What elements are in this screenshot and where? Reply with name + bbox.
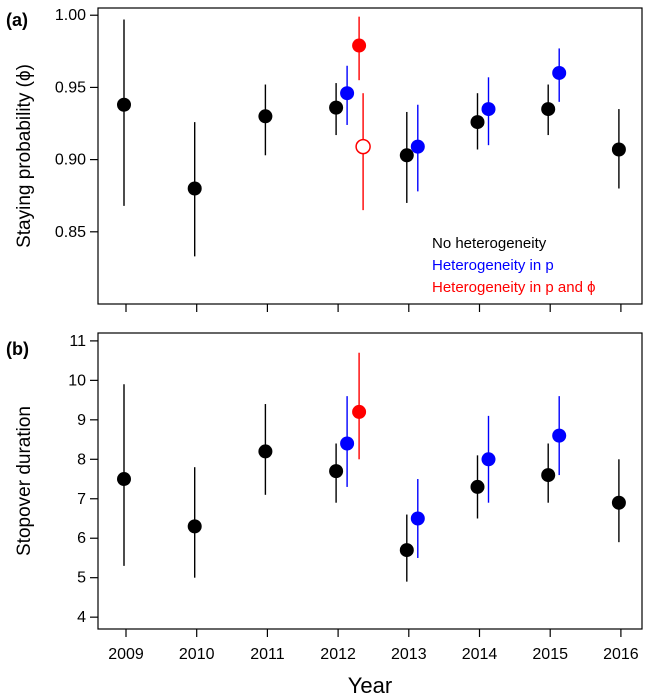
legend-entry-heterogeneity-p: Heterogeneity in p xyxy=(432,257,554,274)
panel-a-point xyxy=(117,97,131,112)
legend: No heterogeneity Heterogeneity in p Hete… xyxy=(432,235,596,296)
x-tick-label: 2014 xyxy=(462,646,498,663)
x-tick-label: 2015 xyxy=(532,646,568,663)
panel-b-y-tick-label: 7 xyxy=(77,491,86,508)
panel-a-points xyxy=(117,16,626,257)
panel-a-x-axis xyxy=(125,304,622,312)
panel-b-y-axis-label: Stopover duration xyxy=(14,406,35,556)
panel-b-label: (b) xyxy=(6,339,29,359)
panel-b-y-tick-label: 9 xyxy=(77,412,86,429)
panel-a-point xyxy=(399,148,414,163)
panel-b-plot-box xyxy=(97,332,643,630)
panel-a-point xyxy=(340,86,355,101)
panel-b-point xyxy=(410,511,425,526)
panel-b-points xyxy=(117,352,626,582)
x-tick-label: 2012 xyxy=(320,646,356,663)
panel-a-label: (a) xyxy=(6,10,28,30)
panel-a-point xyxy=(352,38,367,53)
panel-b-point xyxy=(117,472,131,487)
panel-b-point xyxy=(541,468,556,483)
panel-a-point xyxy=(470,115,485,130)
panel-a-point xyxy=(187,181,202,196)
panel-a: (a) Staying probability (ϕ) 0.85 0.90 0.95… xyxy=(6,7,643,312)
panel-a-point xyxy=(258,109,273,124)
panel-b-point xyxy=(481,452,496,467)
panel-b-point xyxy=(470,479,485,494)
panel-b-y-tick-label: 5 xyxy=(77,570,86,587)
panel-b-point xyxy=(552,428,567,443)
panel-b-y-axis: 4 5 6 7 8 9 10 11 xyxy=(68,333,98,626)
panel-b-y-tick-label: 8 xyxy=(77,451,86,468)
legend-entry-heterogeneity-p-phi: Heterogeneity in p and ϕ xyxy=(432,279,596,296)
panel-b-y-tick-label: 6 xyxy=(77,530,86,547)
x-tick-label: 2011 xyxy=(250,646,285,663)
panel-b-point xyxy=(340,436,355,451)
panel-a-y-tick-label: 0.85 xyxy=(55,224,86,241)
panel-b-y-tick-label: 4 xyxy=(77,609,86,626)
panel-a-y-axis: 0.85 0.90 0.95 1.00 xyxy=(55,7,98,241)
panel-b-point xyxy=(258,444,273,459)
panel-a-y-tick-label: 0.95 xyxy=(55,79,86,96)
panel-b-point xyxy=(399,543,414,558)
panel-a-point xyxy=(329,100,344,115)
panel-a-point xyxy=(552,65,567,80)
panel-a-plot-box xyxy=(97,7,643,305)
panel-a-point xyxy=(611,142,626,157)
panel-b-point xyxy=(187,519,202,534)
panel-a-y-axis-label: Staying probability (ϕ) xyxy=(14,64,35,248)
x-tick-label: 2016 xyxy=(603,646,639,663)
panel-a-point xyxy=(541,102,556,117)
x-tick-label: 2009 xyxy=(108,646,144,663)
panel-b-point xyxy=(611,495,626,510)
panel-a-point xyxy=(481,102,496,117)
panel-b-point xyxy=(352,404,367,419)
panel-a-point xyxy=(410,139,425,154)
legend-entry-no-heterogeneity: No heterogeneity xyxy=(432,235,547,252)
panel-a-point xyxy=(355,138,371,155)
panel-b: (b) Stopover duration 4 5 6 7 8 9 10 11 2009 201… xyxy=(6,332,643,698)
panel-b-y-tick-label: 10 xyxy=(68,372,86,389)
panel-a-y-tick-label: 1.00 xyxy=(55,7,86,24)
x-axis-label: Year xyxy=(348,673,392,698)
x-tick-label: 2013 xyxy=(391,646,427,663)
panel-b-y-tick-label: 11 xyxy=(69,333,86,350)
panel-b-x-axis: 2009 2010 2011 2012 2013 2014 2015 2016 xyxy=(108,629,639,663)
panel-b-point xyxy=(329,464,344,479)
panel-a-y-tick-label: 0.90 xyxy=(55,152,86,169)
x-tick-label: 2010 xyxy=(179,646,215,663)
